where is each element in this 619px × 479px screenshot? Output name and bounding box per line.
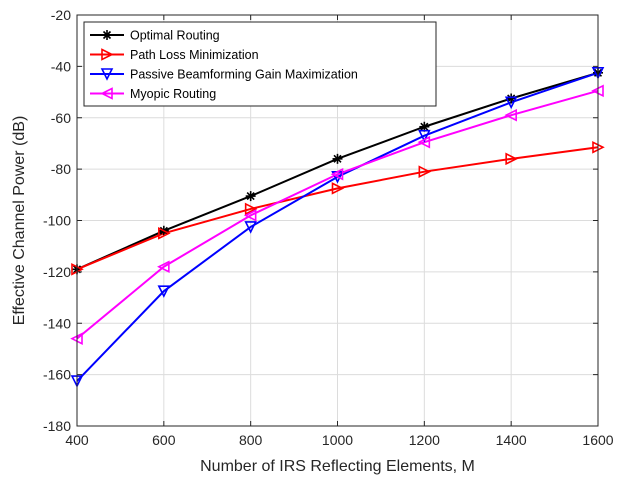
legend-label: Myopic Routing (130, 87, 216, 101)
y-tick-label: -120 (43, 264, 71, 280)
data-point (331, 182, 345, 195)
data-point (418, 129, 431, 143)
data-point (332, 153, 343, 164)
y-tick-label: -40 (51, 58, 71, 74)
data-point (505, 152, 518, 166)
data-point (330, 167, 344, 181)
x-tick-label: 1000 (322, 432, 353, 448)
x-tick-label: 1600 (582, 432, 613, 448)
legend-label: Path Loss Minimization (130, 48, 259, 62)
x-tick-label: 600 (152, 432, 176, 448)
x-tick-label: 400 (65, 432, 89, 448)
x-tick-label: 1200 (409, 432, 440, 448)
legend-box (83, 21, 437, 107)
data-point (506, 93, 517, 104)
series-line-4 (76, 89, 599, 340)
data-point (158, 227, 171, 240)
x-axis-ticks: 400 600 800 1000 1200 1400 1600 (65, 15, 614, 448)
legend-marker (100, 87, 113, 100)
data-point (243, 209, 257, 222)
y-tick-label: -20 (51, 7, 71, 23)
legend-label: Optimal Routing (130, 29, 220, 43)
y-tick-label: -60 (51, 110, 71, 126)
y-axis-ticks: -180 -160 -140 -120 -100 -80 -60 -40 -20 (43, 7, 598, 434)
data-point (418, 165, 432, 178)
y-tick-label: -100 (43, 213, 71, 229)
legend-marker (102, 30, 112, 40)
x-axis-label: Number of IRS Reflecting Elements, M (200, 458, 475, 475)
legend: Optimal Routing Path Loss Minimization Pas… (83, 21, 437, 107)
y-tick-label: -160 (43, 367, 71, 383)
x-tick-label: 1400 (496, 432, 527, 448)
data-point (244, 202, 258, 216)
y-tick-label: -140 (43, 315, 71, 331)
data-point (504, 96, 518, 110)
legend-marker (100, 68, 114, 81)
x-tick-label: 800 (239, 432, 263, 448)
data-point (504, 108, 517, 122)
data-point (244, 221, 257, 234)
data-point (417, 135, 431, 149)
data-point (157, 260, 170, 274)
legend-marker (101, 48, 114, 61)
data-point (157, 285, 171, 298)
data-point (245, 191, 256, 202)
y-tick-label: -80 (51, 161, 71, 177)
y-tick-label: -180 (43, 418, 71, 434)
y-axis-label: Effective Channel Power (dB) (11, 116, 28, 326)
legend-label: Passive Beamforming Gain Maximization (130, 68, 358, 82)
